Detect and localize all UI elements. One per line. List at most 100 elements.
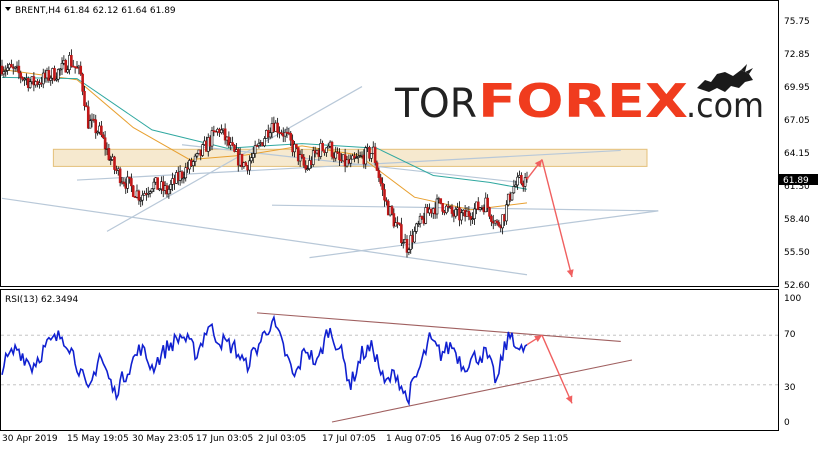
candle-body [86,106,90,129]
candle-body [296,147,300,162]
brand-tor-text: TOR [394,81,477,127]
candle-body [445,205,448,214]
candle-body [385,199,388,202]
candle-body [435,198,439,215]
price-tick-label: 64.15 [784,149,810,159]
candle-body [152,181,156,190]
candle-body [257,142,261,146]
candle-body [255,145,259,147]
candle-body [415,223,418,232]
candle-body [184,167,188,179]
candle-body [497,222,501,227]
price-tick-label: 72.85 [784,50,810,60]
candle-body [220,129,223,134]
candle-body [523,177,527,187]
bull-icon [697,64,753,92]
candle-body [439,198,443,204]
candle-body [58,68,62,71]
candle-body [298,154,302,162]
candle-body [53,68,56,81]
time-tick-label: 1 Aug 07:05 [386,434,441,444]
candle-body [330,141,334,157]
time-tick-label: 16 Aug 07:05 [450,434,511,444]
channel-line [1,197,528,276]
candle-body [118,168,122,183]
candle-body [131,185,135,197]
candle-body [364,147,368,165]
rsi-axis: 100 70 30 0 [784,294,801,428]
candle-body [295,143,298,148]
price-tick-label: 58.40 [784,215,810,225]
candle-body [227,136,231,146]
candle-body [122,181,126,184]
rsi-trend-line [256,312,621,342]
forecast-arrow-head [565,395,573,404]
candle-body [60,63,64,70]
candle-body [488,207,491,217]
candle-body [6,67,9,71]
candle-body [383,189,386,201]
candle-body [405,238,409,253]
candle-body [355,157,358,159]
candle-body [418,215,422,224]
candle-body [478,207,482,210]
candle-body [394,222,398,227]
price-header: BRENT,H4 61.84 62.12 61.64 61.89 [5,6,176,16]
candle-body [10,64,13,68]
candle-body [195,153,199,157]
time-tick-label: 2 Sep 11:05 [514,434,568,444]
candle-body [373,146,377,163]
candle-body [70,55,73,67]
candle-body [167,188,171,195]
collapse-triangle-icon[interactable] [5,7,11,11]
candle-body [512,186,516,194]
candle-body [516,176,519,186]
candle-body [495,220,499,223]
brand-forex-text: FOREX [478,74,688,128]
candle-body [83,90,86,106]
candle-body [368,147,371,159]
candle-body [191,161,195,167]
candle-body [469,216,473,220]
candle-body [289,132,293,141]
rsi-tick-label: 0 [784,418,790,428]
candle-body [300,154,304,158]
candle-body [505,204,508,222]
candle-body [150,188,154,192]
rsi-tick-label: 70 [784,330,796,340]
candle-body [501,214,504,229]
candle-body [47,70,51,81]
candle-body [268,132,272,138]
candle-body [193,155,197,162]
candle-body [107,148,111,161]
candle-body [4,70,8,72]
candle-body [85,105,88,108]
candle-body [21,77,24,80]
candle-body [392,213,396,227]
candle-body [146,192,150,195]
candle-body [450,206,454,214]
rsi-tick-label: 30 [784,383,796,393]
candle-body [66,69,69,73]
candle-body [321,143,324,151]
candle-body [520,175,523,184]
price-tick-label: 61.30 [784,182,810,192]
candle-body [283,131,287,137]
candle-body [113,156,116,170]
candle-body [169,183,173,190]
forecast-arrows-layer [526,159,574,404]
candle-body [398,222,401,225]
candle-body [148,191,152,194]
candle-body [460,212,463,221]
rsi-line [1,314,528,407]
candle-body [13,66,17,69]
candle-body [311,150,315,165]
candle-body [96,131,99,134]
candle-body [370,153,373,159]
candle-body [73,66,77,68]
candle-body [240,153,244,167]
candle-body [263,138,266,147]
candle-body [32,76,36,86]
candle-body [128,176,131,179]
candle-body [356,155,360,158]
